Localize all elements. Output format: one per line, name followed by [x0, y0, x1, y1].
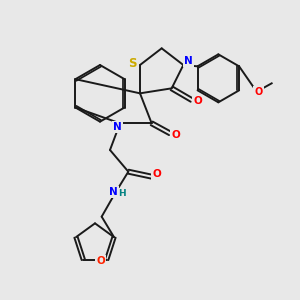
- Text: N: N: [184, 56, 193, 66]
- Text: S: S: [128, 57, 137, 70]
- Text: O: O: [96, 256, 105, 266]
- Text: O: O: [254, 87, 262, 97]
- Text: N: N: [109, 187, 118, 197]
- Text: O: O: [172, 130, 180, 140]
- Text: H: H: [118, 190, 126, 199]
- Text: N: N: [113, 122, 122, 132]
- Text: O: O: [152, 169, 161, 179]
- Text: O: O: [193, 96, 202, 106]
